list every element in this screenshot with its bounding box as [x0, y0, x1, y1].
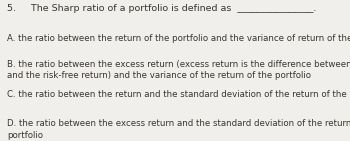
Text: C. the ratio between the return and the standard deviation of the return of the : C. the ratio between the return and the …: [7, 90, 350, 99]
Text: A. the ratio between the return of the portfolio and the variance of return of t: A. the ratio between the return of the p…: [7, 34, 350, 43]
Text: 5.     The Sharp ratio of a portfolio is defined as  ________________.: 5. The Sharp ratio of a portfolio is def…: [7, 4, 316, 13]
Text: D. the ratio between the excess return and the standard deviation of the return : D. the ratio between the excess return a…: [7, 119, 350, 140]
Text: B. the ratio between the excess return (excess return is the difference between : B. the ratio between the excess return (…: [7, 60, 350, 80]
